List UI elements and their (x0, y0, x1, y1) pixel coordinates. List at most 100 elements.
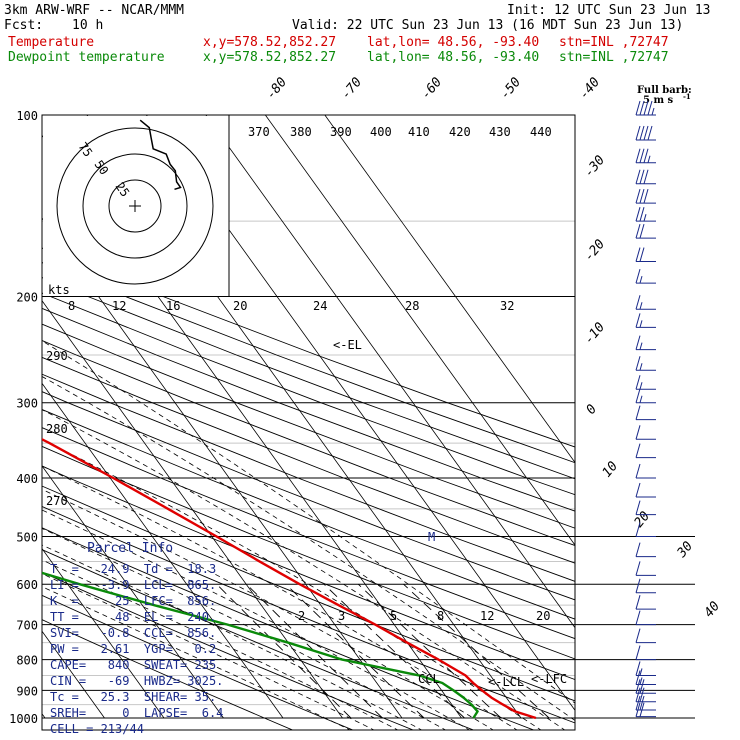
level-markers: <-EL M CCL <-LCL <-LFC (333, 338, 567, 689)
level-marker: CCL (418, 672, 440, 686)
wind-barb (635, 223, 656, 239)
wind-barbs (635, 100, 656, 718)
wind-barb (635, 578, 656, 594)
isotherm (42, 547, 165, 719)
barb-flag (635, 578, 641, 593)
barb-half-flag (639, 382, 643, 390)
mixing-ratio-label: 5 (390, 609, 397, 623)
mixing-ratio-label: 12 (480, 609, 494, 623)
parcel-row: CIN = -69 HWBZ= 3025. (50, 674, 223, 688)
wind-barb (635, 695, 656, 711)
dry-adiabat (42, 340, 575, 546)
pressure-tick-label: 1000 (9, 712, 38, 726)
theta-label: 370 (248, 125, 270, 139)
barb-half-flag (639, 275, 643, 284)
barb-flag (635, 645, 641, 660)
parcel-row: LI = -3.9 LCL= 865. (50, 578, 216, 592)
pressure-tick-label: 600 (16, 578, 38, 592)
wind-barb (635, 148, 656, 164)
barb-half-flag (639, 320, 643, 328)
barb-flag (639, 169, 645, 184)
isotherm (42, 217, 403, 719)
dry-adiabat (42, 427, 575, 640)
dry-adiabat (42, 409, 575, 620)
forecast-hour: 10 h (72, 18, 103, 33)
wind-legend-title: Full barb: (637, 85, 692, 96)
wind-barb (635, 425, 656, 440)
barb-half-flag (647, 155, 651, 163)
barb-flag (635, 610, 641, 625)
barb-flag (643, 188, 649, 204)
pressure-tick-label: 200 (16, 291, 38, 305)
wind-barb (635, 247, 656, 263)
profile-lines (42, 437, 537, 720)
isotherm (324, 115, 575, 464)
pressure-tick-label: 900 (16, 684, 38, 698)
hodograph-ring-label: 50 (92, 158, 112, 178)
temperature-legend: Temperature (8, 35, 94, 50)
barb-flag (635, 661, 641, 676)
level-marker: M (428, 530, 435, 544)
barb-flag (639, 223, 645, 239)
barb-flag (635, 695, 641, 711)
barb-flag (635, 223, 641, 239)
theta-label: 280 (46, 422, 68, 436)
wind-legend-exponent: -1 (683, 92, 691, 101)
level-marker: <-EL (333, 338, 362, 352)
mixing-ratio-label: 3 (338, 609, 345, 623)
parcel-row: PW = 2.61 YGP= 0.2 (50, 642, 216, 656)
hodograph-axis-label: 32 (500, 299, 514, 313)
wind-barb (635, 268, 656, 284)
barb-flag (635, 679, 641, 694)
wind-barb (635, 463, 656, 479)
wind-barb (635, 595, 656, 610)
temperature-station: stn=INL ,72747 (559, 35, 669, 50)
dry-adiabat (42, 594, 354, 730)
wind-barb (635, 628, 656, 644)
theta-label: 380 (290, 125, 312, 139)
barb-flag (635, 313, 641, 328)
hodograph-axis-label: 12 (112, 299, 126, 313)
parcel-row: TT = 48 EL = 240. (50, 610, 216, 624)
wind-barb (635, 169, 656, 185)
barb-flag (635, 500, 641, 515)
barb-flag (639, 247, 645, 262)
wind-barb (635, 522, 656, 537)
level-marker: <-LCL (488, 675, 524, 689)
wind-barb (635, 482, 656, 498)
barb-flag (635, 670, 641, 685)
barb-flag (639, 695, 645, 711)
temperature-latlon: lat,lon= 48.56, -93.40 (367, 35, 539, 50)
barb-flag (643, 100, 649, 116)
init-time: Init: 12 UTC Sun 23 Jun 13 (507, 3, 711, 18)
barb-flag (639, 100, 645, 116)
wind-barb (635, 561, 656, 576)
dry-adiabat (42, 356, 575, 564)
valid-time: Valid: 22 UTC Sun 23 Jun 13 (16 MDT Sun … (292, 18, 683, 33)
barb-flag (635, 169, 641, 184)
hodograph-ring (56, 127, 214, 285)
wind-barb (635, 500, 656, 516)
barb-flag (635, 335, 641, 350)
barb-flag (639, 702, 645, 717)
temperature-line (42, 437, 537, 720)
wind-barb (635, 100, 656, 116)
barb-flag (635, 687, 641, 702)
theta-label: 420 (449, 125, 471, 139)
barb-flag (635, 268, 641, 284)
wind-barb (635, 679, 656, 694)
barb-flag (647, 100, 653, 116)
plot-frame (41, 114, 695, 731)
barb-flag (639, 148, 645, 163)
barb-flag (635, 188, 641, 204)
theta-label: 390 (330, 125, 352, 139)
wind-barb (635, 295, 656, 310)
barb-flag (639, 679, 645, 694)
barb-flag (635, 542, 641, 557)
barb-flag (635, 375, 641, 390)
theta-label: 290 (46, 349, 68, 363)
dry-adiabat (42, 571, 415, 730)
barb-flag (635, 522, 641, 537)
barb-half-flag (639, 302, 643, 310)
dry-adiabat (42, 323, 575, 529)
